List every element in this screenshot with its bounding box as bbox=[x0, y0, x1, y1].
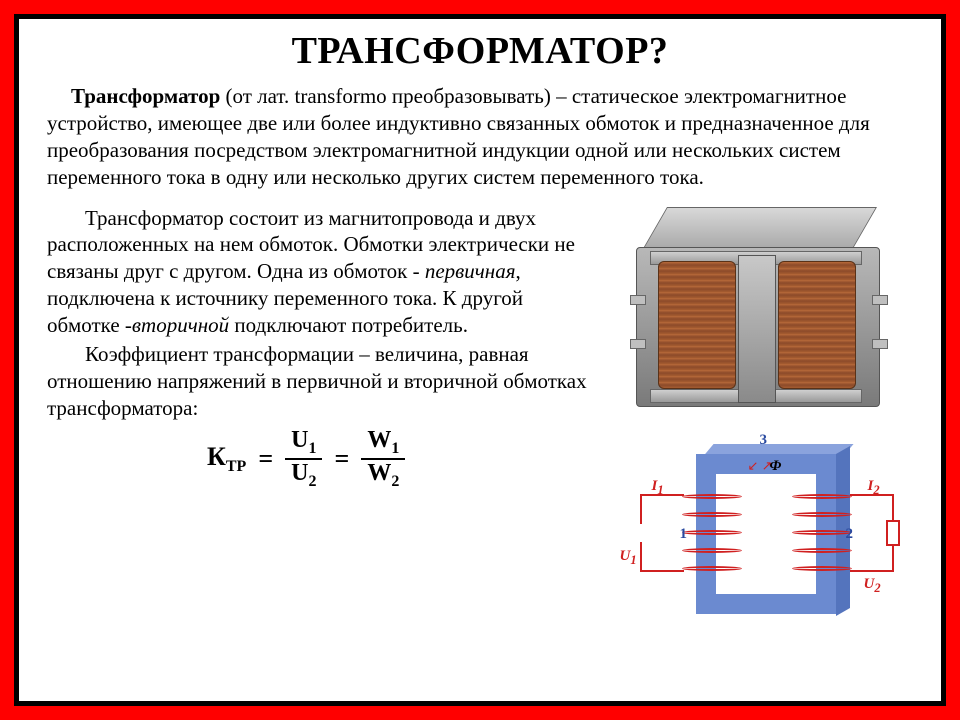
term-bold: Трансформатор bbox=[71, 84, 220, 108]
secondary-winding-term: вторичной bbox=[132, 313, 229, 337]
secondary-winding-turn bbox=[792, 548, 852, 553]
primary-winding-term: первичная bbox=[425, 259, 516, 283]
structure-paragraph: Трансформатор состоит из магнитопровода … bbox=[47, 205, 592, 339]
primary-winding-turn bbox=[682, 530, 742, 535]
wire bbox=[892, 494, 894, 522]
photo-terminal bbox=[872, 295, 888, 305]
coefficient-paragraph: Коэффициент трансформации – величина, ра… bbox=[47, 341, 592, 422]
transformer-photo bbox=[610, 199, 910, 434]
photo-terminal bbox=[630, 295, 646, 305]
struct-text-c: подключают потребитель. bbox=[229, 313, 468, 337]
wire bbox=[640, 542, 642, 572]
label-flux-phi: Φ bbox=[770, 458, 782, 475]
black-inner-frame: ТРАНСФОРМАТОР? Трансформатор (от лат. tr… bbox=[14, 14, 946, 706]
secondary-winding-turn bbox=[792, 494, 852, 499]
wire bbox=[640, 570, 684, 572]
wire bbox=[850, 570, 894, 572]
photo-center-leg bbox=[738, 255, 776, 403]
label-i2: I2 bbox=[868, 478, 880, 498]
primary-winding-turn bbox=[682, 566, 742, 571]
secondary-winding-turn bbox=[792, 566, 852, 571]
primary-winding-turn bbox=[682, 548, 742, 553]
primary-winding-turn bbox=[682, 512, 742, 517]
transformer-schematic: ↙︎ ↗︎ 3 Φ I1 I2 U1 U2 1 2 bbox=[610, 436, 910, 636]
fraction-u: U1 U2 bbox=[285, 428, 322, 490]
label-i1: I1 bbox=[652, 478, 664, 498]
label-secondary-2: 2 bbox=[846, 526, 854, 543]
label-core-3: 3 bbox=[760, 432, 768, 449]
image-column: ↙︎ ↗︎ 3 Φ I1 I2 U1 U2 1 2 bbox=[606, 205, 913, 636]
formula-lhs: КТР bbox=[207, 442, 246, 476]
label-u2: U2 bbox=[864, 576, 881, 596]
definition-paragraph: Трансформатор (от лат. transformo преобр… bbox=[47, 83, 913, 191]
equals-1: = bbox=[258, 444, 273, 474]
primary-winding-turn bbox=[682, 494, 742, 499]
fraction-w: W1 W2 bbox=[361, 428, 405, 490]
photo-coil-left bbox=[658, 261, 736, 389]
photo-terminal bbox=[872, 339, 888, 349]
slide-content: ТРАНСФОРМАТОР? Трансформатор (от лат. tr… bbox=[19, 19, 941, 701]
text-column: Трансформатор состоит из магнитопровода … bbox=[47, 205, 592, 636]
content-row: Трансформатор состоит из магнитопровода … bbox=[47, 205, 913, 636]
photo-coil-right bbox=[778, 261, 856, 389]
label-u1: U1 bbox=[620, 548, 637, 568]
load-resistor bbox=[886, 520, 900, 546]
secondary-winding-turn bbox=[792, 512, 852, 517]
equals-2: = bbox=[334, 444, 349, 474]
coeff-text: Коэффициент трансформации – величина, ра… bbox=[47, 342, 587, 420]
wire bbox=[640, 494, 642, 524]
photo-terminal bbox=[630, 339, 646, 349]
transformation-formula: КТР = U1 U2 = W1 W2 bbox=[207, 428, 592, 490]
label-primary-1: 1 bbox=[680, 526, 688, 543]
page-title: ТРАНСФОРМАТОР? bbox=[47, 29, 913, 73]
wire bbox=[892, 544, 894, 572]
secondary-winding-turn bbox=[792, 530, 852, 535]
